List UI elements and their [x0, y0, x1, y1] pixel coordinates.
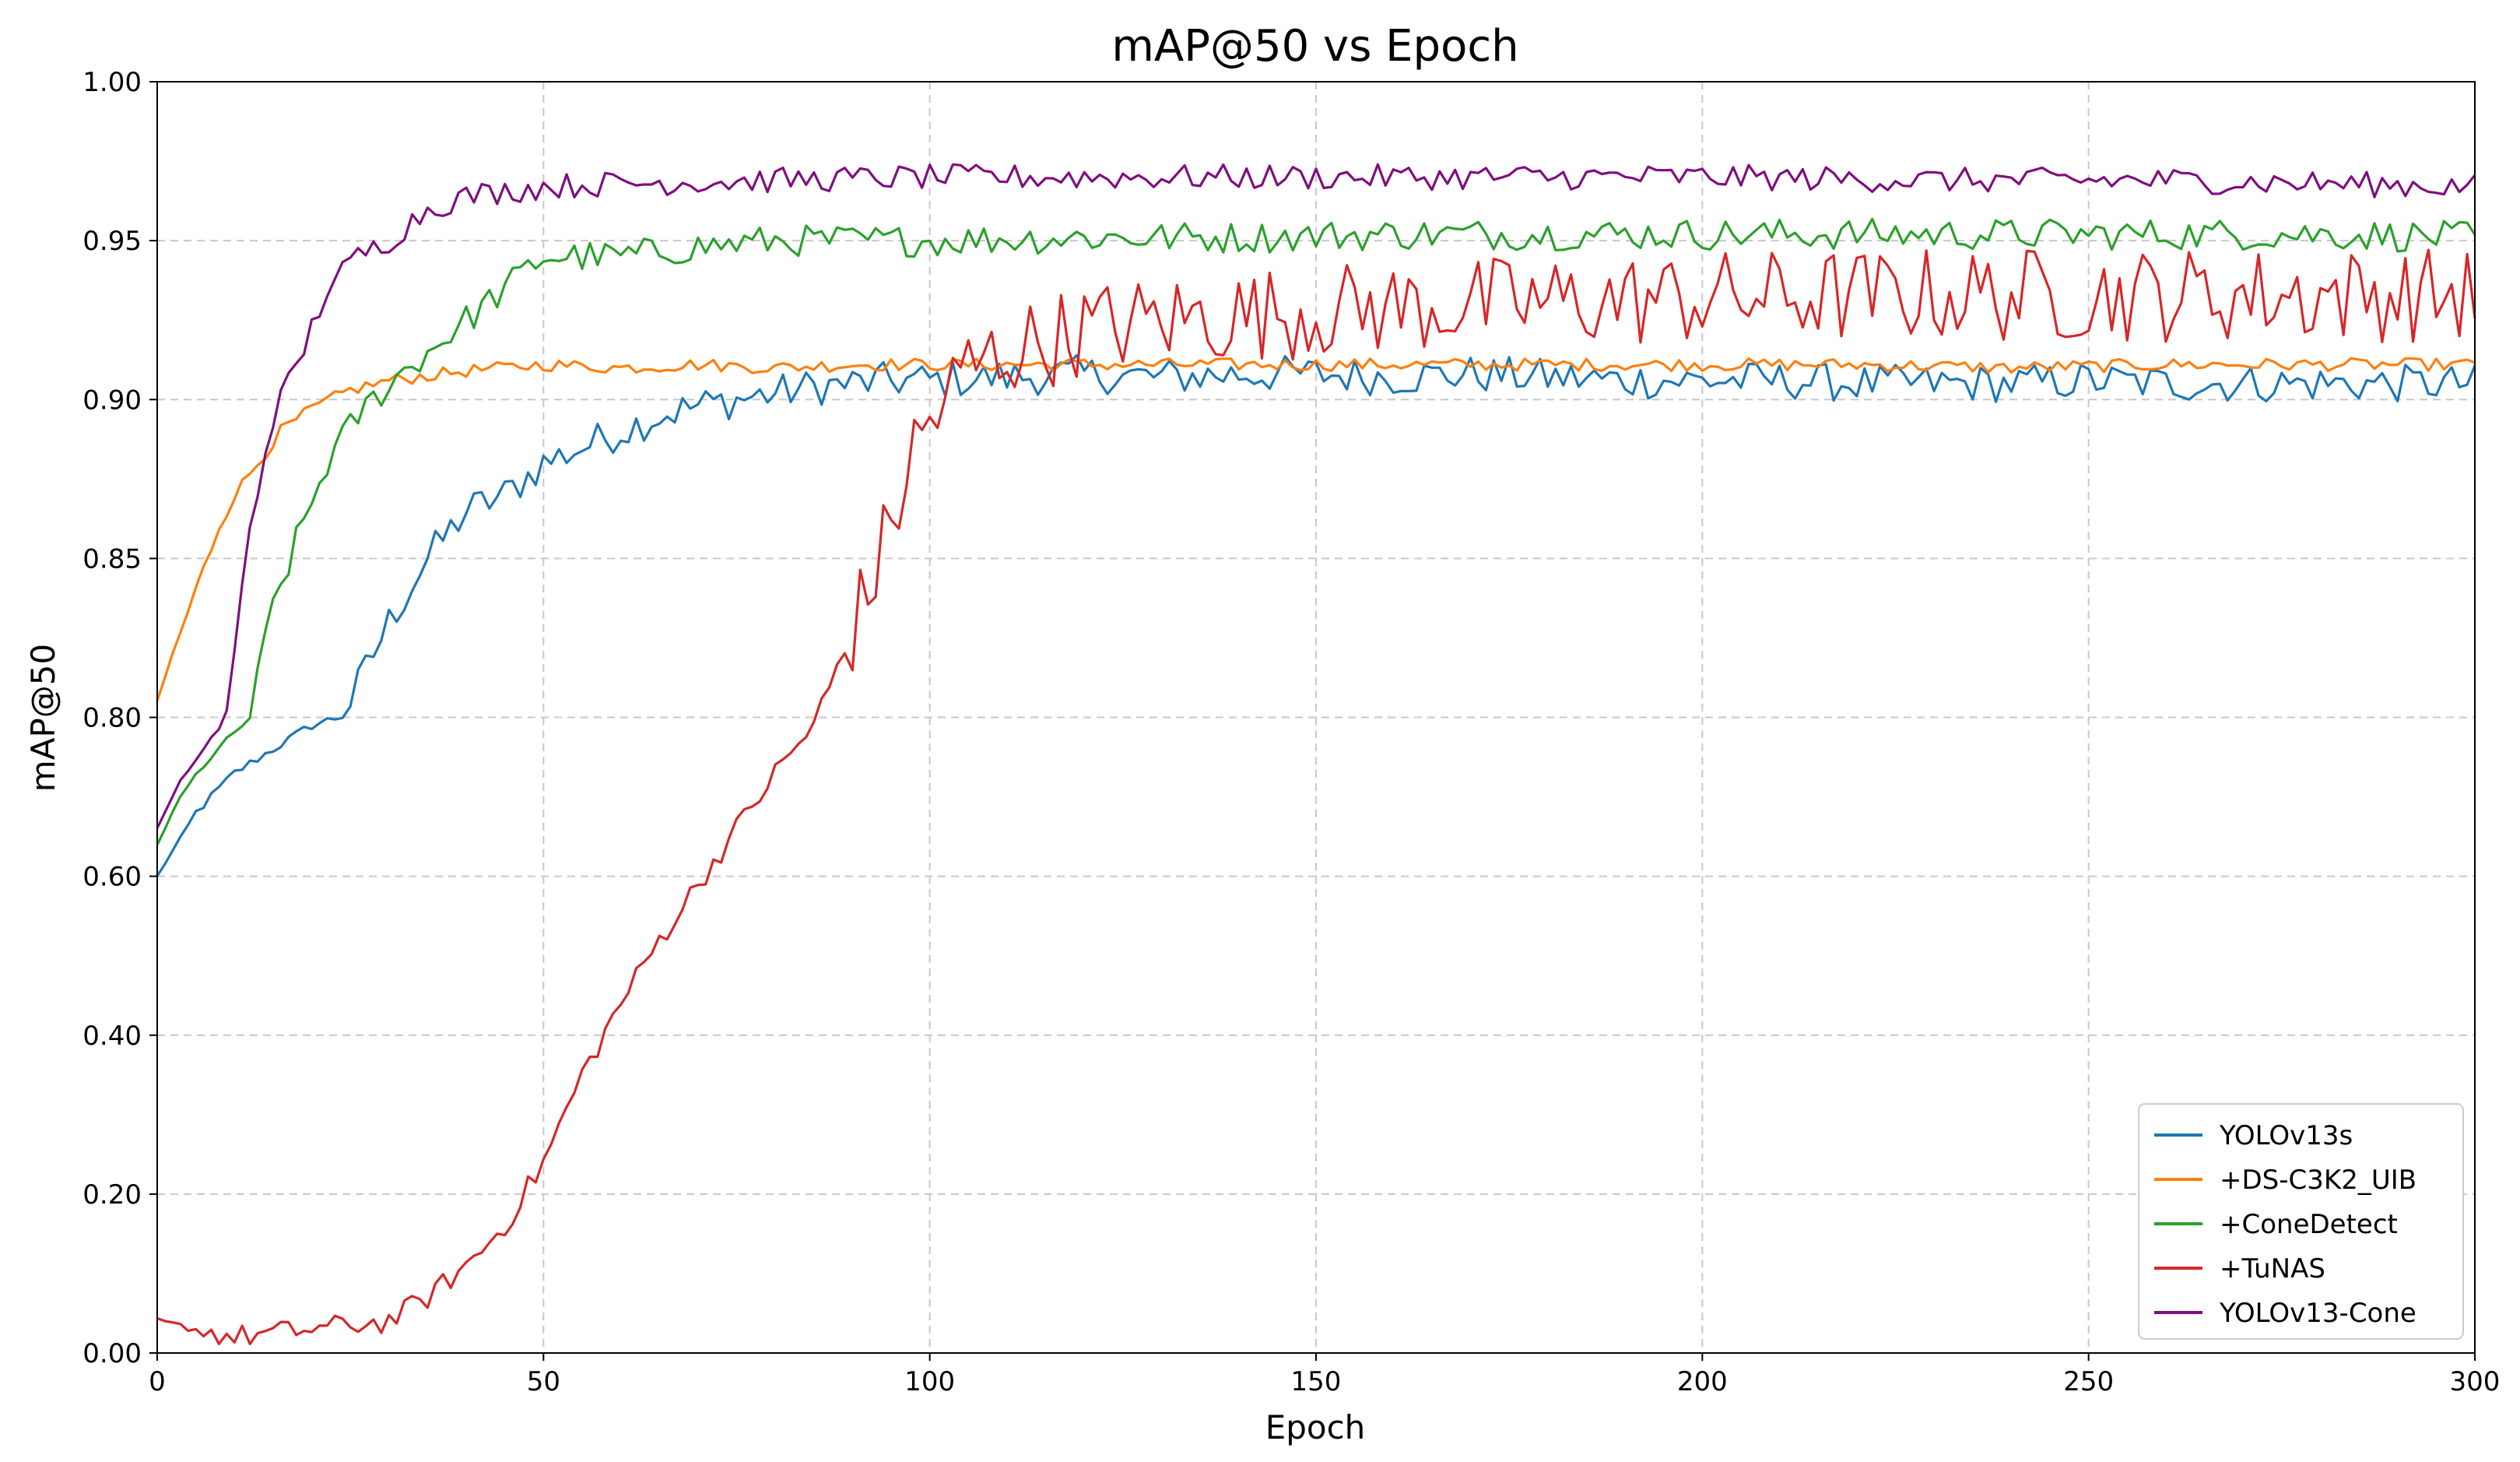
- legend-label-yolov13-cone: YOLOv13-Cone: [2219, 1298, 2416, 1329]
- y-tick-label: 0.85: [82, 543, 142, 575]
- y-tick-label: 0.40: [82, 1021, 142, 1052]
- x-tick-label: 50: [527, 1366, 560, 1397]
- legend-box: [2138, 1103, 2464, 1340]
- series-line-conedetect: [156, 217, 2476, 845]
- legend-label-tunas: +TuNAS: [2220, 1253, 2325, 1285]
- y-tick-label: 0.95: [82, 226, 142, 257]
- series-line-yolov13-cone: [156, 163, 2476, 829]
- y-tick-label: 1.00: [82, 67, 142, 98]
- legend-items: YOLOv13s +DS-C3K2_UIB +ConeDetect +TuNAS YOL…: [2154, 1120, 2416, 1329]
- legend-label-yolov13s: YOLOv13s: [2219, 1120, 2353, 1151]
- chart-title: mAP@50 vs Epoch: [1111, 21, 1518, 72]
- x-tick-label: 300: [2450, 1366, 2501, 1397]
- y-tick-label: 0.20: [82, 1179, 142, 1211]
- x-tick-label: 0: [149, 1366, 166, 1397]
- x-tick-label: 200: [1677, 1366, 1728, 1397]
- x-tick-label: 250: [2063, 1366, 2114, 1397]
- series-line-tunas: [156, 248, 2476, 1345]
- series-layer: [156, 163, 2476, 1345]
- legend-label-conedetect: +ConeDetect: [2220, 1209, 2398, 1240]
- ticks-layer: 0 50 100 150 200 250 300 0.00 0.20 0.40 0.60 0.80 0.…: [82, 67, 2500, 1397]
- series-line-yolov13s: [156, 354, 2476, 877]
- y-tick-label: 0.80: [82, 703, 142, 734]
- x-axis-title: Epoch: [1265, 1408, 1366, 1446]
- x-tick-label: 100: [904, 1366, 955, 1397]
- legend-label-ds-c3k2-uib: +DS-C3K2_UIB: [2220, 1165, 2416, 1196]
- legend: YOLOv13s +DS-C3K2_UIB +ConeDetect +TuNAS YOL…: [2138, 1103, 2464, 1340]
- y-tick-label: 0.00: [82, 1338, 142, 1369]
- series-line-ds-c3k2-uib: [156, 357, 2476, 701]
- y-tick-label: 0.90: [82, 385, 142, 416]
- y-tick-label: 0.60: [82, 862, 142, 893]
- grid-layer: [157, 82, 2475, 1353]
- y-axis-title: mAP@50: [24, 644, 62, 792]
- x-tick-label: 150: [1291, 1366, 1342, 1397]
